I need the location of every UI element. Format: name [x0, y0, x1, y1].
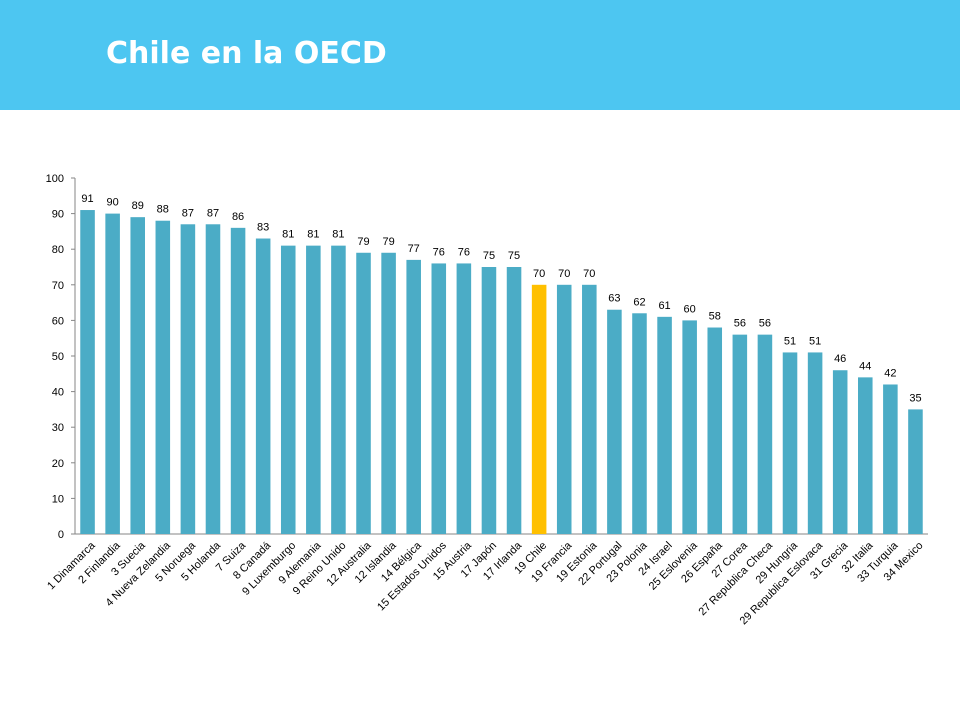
data-label: 76 — [458, 246, 470, 258]
data-label: 61 — [658, 300, 670, 312]
bar — [807, 352, 823, 534]
y-tick-label: 90 — [52, 209, 64, 221]
bar — [105, 213, 120, 534]
y-tick-label: 60 — [52, 315, 64, 327]
data-label: 62 — [633, 296, 645, 308]
y-tick-label: 70 — [52, 280, 64, 292]
data-label: 75 — [483, 250, 495, 262]
data-label: 51 — [784, 335, 796, 347]
bar — [531, 284, 547, 534]
bar — [180, 224, 196, 534]
data-label: 79 — [357, 236, 369, 248]
data-label: 90 — [107, 197, 119, 209]
y-tick-label: 50 — [52, 351, 64, 363]
bar — [80, 210, 95, 535]
bar — [582, 284, 597, 534]
data-label: 88 — [157, 204, 169, 216]
data-label: 83 — [257, 222, 269, 234]
bar — [280, 245, 296, 534]
y-tick-label: 30 — [52, 422, 64, 434]
bar — [356, 252, 371, 534]
bar — [657, 316, 672, 534]
slide-title: Chile en la OECD — [106, 36, 387, 71]
bar — [155, 220, 171, 534]
data-label: 63 — [608, 293, 620, 305]
y-tick-label: 80 — [52, 244, 64, 256]
data-label: 46 — [834, 353, 846, 365]
bar — [858, 377, 873, 534]
y-tick-label: 10 — [52, 493, 64, 505]
y-tick-label: 0 — [58, 529, 64, 541]
bar — [456, 263, 472, 534]
bar — [331, 245, 346, 534]
data-label: 86 — [232, 211, 244, 223]
data-label: 42 — [884, 367, 896, 379]
data-label: 87 — [207, 207, 219, 219]
bar — [306, 245, 321, 534]
data-label: 81 — [282, 229, 294, 241]
bar — [632, 313, 647, 534]
y-tick-label: 40 — [52, 387, 64, 399]
bar — [130, 217, 145, 534]
y-tick-label: 20 — [52, 458, 64, 470]
bar — [230, 227, 246, 534]
slide-header: Chile en la OECD — [0, 0, 960, 110]
bar — [707, 327, 723, 534]
data-label: 44 — [859, 360, 871, 372]
data-label: 77 — [408, 243, 420, 255]
bar — [431, 263, 447, 534]
bar — [908, 409, 923, 534]
bar — [481, 267, 497, 534]
bar — [205, 224, 221, 534]
data-label: 70 — [558, 268, 570, 280]
data-label: 89 — [132, 200, 144, 212]
data-label: 60 — [684, 303, 696, 315]
data-label: 51 — [809, 335, 821, 347]
bar — [556, 284, 572, 534]
data-label: 81 — [332, 229, 344, 241]
y-tick-label: 100 — [46, 173, 64, 185]
data-label: 81 — [307, 229, 319, 241]
data-label: 70 — [583, 268, 595, 280]
bar — [883, 384, 898, 534]
data-label: 75 — [508, 250, 520, 262]
bar — [506, 267, 522, 534]
bar — [381, 252, 396, 534]
data-label: 56 — [759, 318, 771, 330]
data-label: 76 — [433, 246, 445, 258]
bar — [732, 334, 748, 534]
data-label: 87 — [182, 207, 194, 219]
bar — [406, 259, 421, 534]
data-label: 70 — [533, 268, 545, 280]
data-label: 35 — [909, 392, 921, 404]
data-label: 79 — [382, 236, 394, 248]
bar — [832, 370, 848, 534]
bar — [607, 309, 622, 534]
bar — [757, 334, 773, 534]
bar — [782, 352, 798, 534]
data-label: 91 — [81, 193, 93, 205]
bar — [682, 320, 697, 534]
data-label: 58 — [709, 311, 721, 323]
bar — [255, 238, 271, 534]
data-label: 56 — [734, 318, 746, 330]
